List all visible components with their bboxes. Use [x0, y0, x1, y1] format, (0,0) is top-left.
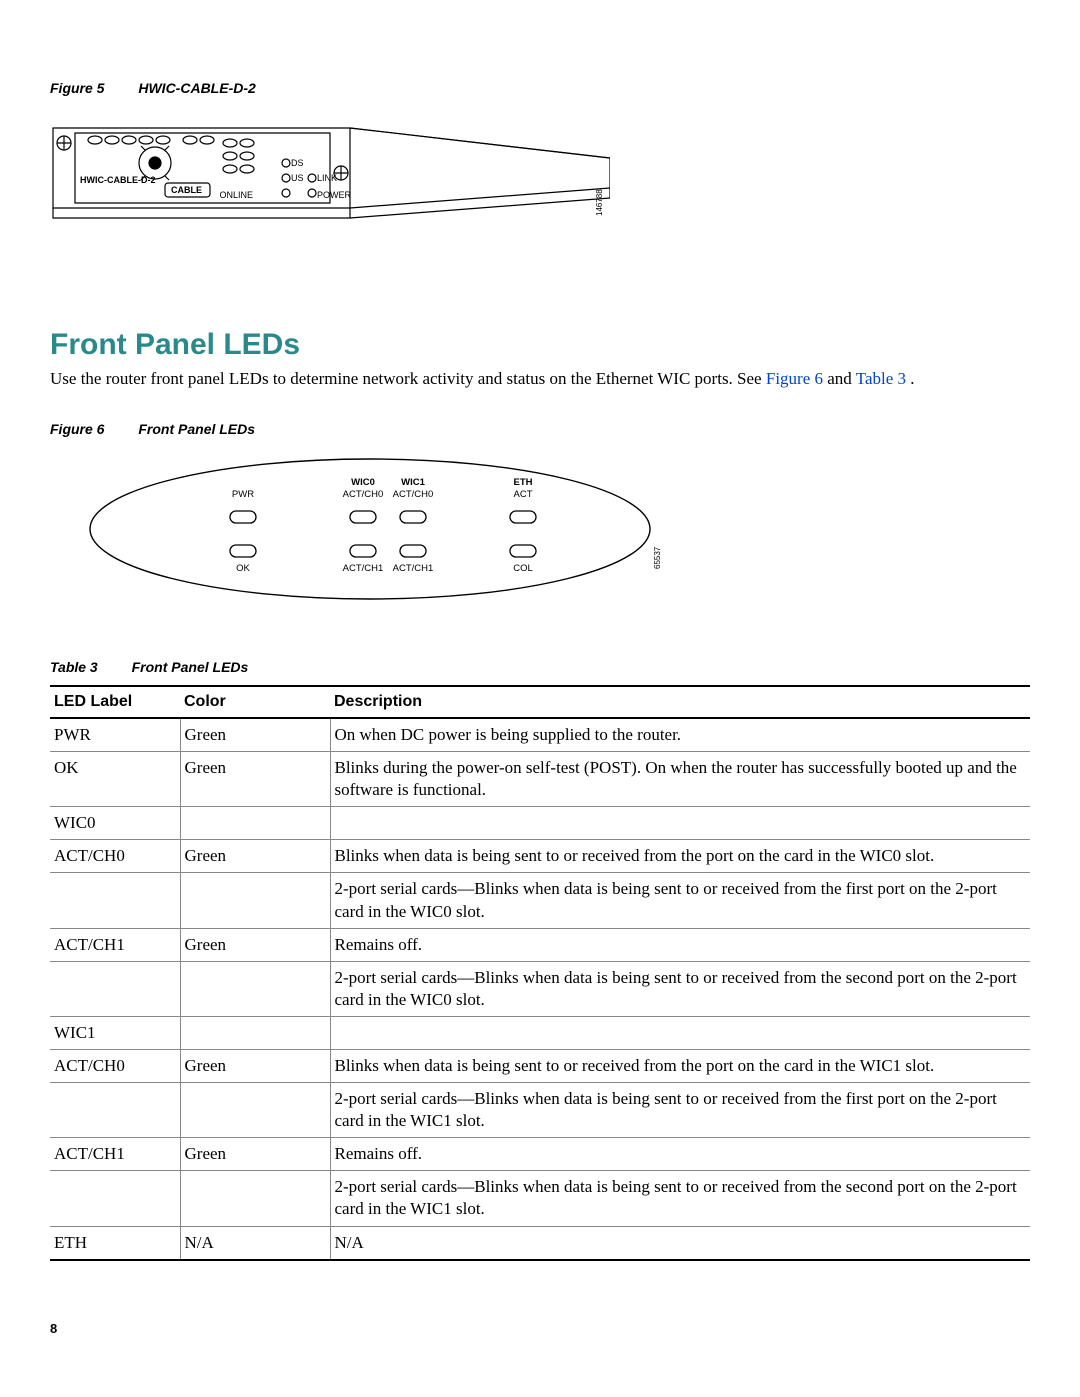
td-led-label — [50, 1171, 180, 1226]
table-row: OKGreenBlinks during the power-on self-t… — [50, 752, 1030, 807]
td-led-label: WIC0 — [50, 807, 180, 840]
td-desc: On when DC power is being supplied to th… — [330, 718, 1030, 752]
fig6-act: ACT — [514, 489, 533, 500]
led-table: LED Label Color Description PWRGreenOn w… — [50, 685, 1030, 1261]
td-color: Green — [180, 1138, 330, 1171]
fig5-card-label: HWIC-CABLE-D-2 — [80, 175, 156, 185]
fig6-actch1a: ACT/CH1 — [343, 563, 384, 574]
td-led-label: PWR — [50, 718, 180, 752]
table-row: ACT/CH0GreenBlinks when data is being se… — [50, 840, 1030, 873]
fig6-actch1b: ACT/CH1 — [393, 563, 434, 574]
fig5-link: LINK — [317, 173, 337, 183]
fig6-col: COL — [513, 563, 533, 574]
fig6-eth: ETH — [514, 477, 533, 488]
intro-link-table3[interactable]: Table 3 — [856, 369, 906, 388]
td-desc: Remains off. — [330, 1138, 1030, 1171]
td-desc: N/A — [330, 1226, 1030, 1260]
section-intro: Use the router front panel LEDs to deter… — [50, 368, 1030, 391]
table-3-label: Table 3 — [50, 659, 98, 675]
figure-6-caption: Figure 6 Front Panel LEDs — [50, 421, 1030, 437]
td-led-label — [50, 873, 180, 928]
fig5-partno: 146788 — [595, 189, 604, 216]
fig5-ds: DS — [291, 158, 304, 168]
table-header-row: LED Label Color Description — [50, 686, 1030, 718]
intro-link-figure6[interactable]: Figure 6 — [766, 369, 823, 388]
table-row: WIC1 — [50, 1016, 1030, 1049]
td-color — [180, 1171, 330, 1226]
table-row: ACT/CH1GreenRemains off. — [50, 928, 1030, 961]
figure-6-label: Figure 6 — [50, 421, 104, 437]
table-3-caption: Table 3 Front Panel LEDs — [50, 659, 1030, 675]
th-color: Color — [180, 686, 330, 718]
table-row: ACT/CH0GreenBlinks when data is being se… — [50, 1049, 1030, 1082]
fig6-wic0: WIC0 — [351, 477, 375, 488]
td-led-label: ACT/CH0 — [50, 1049, 180, 1082]
section-heading: Front Panel LEDs — [50, 328, 1030, 362]
fig5-cable-label: CABLE — [171, 185, 202, 195]
td-led-label: ACT/CH1 — [50, 928, 180, 961]
td-color: Green — [180, 752, 330, 807]
figure-5-caption: Figure 5 HWIC-CABLE-D-2 — [50, 80, 1030, 96]
fig6-wic1: WIC1 — [401, 477, 425, 488]
td-color — [180, 873, 330, 928]
fig5-us: US — [291, 173, 304, 183]
intro-mid: and — [827, 369, 856, 388]
table-row: 2-port serial cards—Blinks when data is … — [50, 1083, 1030, 1138]
td-color — [180, 807, 330, 840]
td-color: N/A — [180, 1226, 330, 1260]
td-desc: 2-port serial cards—Blinks when data is … — [330, 961, 1030, 1016]
td-led-label: ETH — [50, 1226, 180, 1260]
fig5-power: POWER — [317, 190, 352, 200]
figure-5: Figure 5 HWIC-CABLE-D-2 — [50, 80, 1030, 268]
th-led-label: LED Label — [50, 686, 180, 718]
td-desc: 2-port serial cards—Blinks when data is … — [330, 1171, 1030, 1226]
figure-5-svg: HWIC-CABLE-D-2 CABLE DS US LINK ONLINE P… — [50, 108, 610, 268]
fig6-actch0b: ACT/CH0 — [393, 489, 434, 500]
table-row: PWRGreenOn when DC power is being suppli… — [50, 718, 1030, 752]
table-row: WIC0 — [50, 807, 1030, 840]
td-color: Green — [180, 928, 330, 961]
table-row: 2-port serial cards—Blinks when data is … — [50, 873, 1030, 928]
td-desc: Blinks when data is being sent to or rec… — [330, 840, 1030, 873]
table-row: ETHN/AN/A — [50, 1226, 1030, 1260]
figure-6: Figure 6 Front Panel LEDs PWR OK WIC0 WI… — [50, 421, 1030, 619]
td-color — [180, 1016, 330, 1049]
figure-5-title: HWIC-CABLE-D-2 — [138, 80, 255, 96]
page-number: 8 — [50, 1321, 1030, 1336]
table-row: 2-port serial cards—Blinks when data is … — [50, 961, 1030, 1016]
td-desc: 2-port serial cards—Blinks when data is … — [330, 873, 1030, 928]
intro-suffix: . — [910, 369, 914, 388]
td-color — [180, 961, 330, 1016]
td-led-label: WIC1 — [50, 1016, 180, 1049]
td-color: Green — [180, 840, 330, 873]
td-desc: Blinks during the power-on self-test (PO… — [330, 752, 1030, 807]
td-desc — [330, 1016, 1030, 1049]
td-led-label: ACT/CH0 — [50, 840, 180, 873]
table-row: ACT/CH1GreenRemains off. — [50, 1138, 1030, 1171]
td-led-label: OK — [50, 752, 180, 807]
figure-6-svg: PWR OK WIC0 WIC1 ACT/CH0 ACT/CH0 ACT/CH1… — [80, 449, 690, 619]
table-row: 2-port serial cards—Blinks when data is … — [50, 1171, 1030, 1226]
figure-5-label: Figure 5 — [50, 80, 104, 96]
td-led-label — [50, 961, 180, 1016]
td-color — [180, 1083, 330, 1138]
td-desc: Blinks when data is being sent to or rec… — [330, 1049, 1030, 1082]
fig6-actch0a: ACT/CH0 — [343, 489, 384, 500]
fig6-partno: 65537 — [653, 546, 662, 569]
table-3-title: Front Panel LEDs — [132, 659, 249, 675]
figure-6-title: Front Panel LEDs — [138, 421, 255, 437]
td-led-label: ACT/CH1 — [50, 1138, 180, 1171]
fig5-online: ONLINE — [219, 190, 253, 200]
td-color: Green — [180, 1049, 330, 1082]
intro-prefix: Use the router front panel LEDs to deter… — [50, 369, 766, 388]
td-desc: Remains off. — [330, 928, 1030, 961]
td-color: Green — [180, 718, 330, 752]
th-desc: Description — [330, 686, 1030, 718]
td-desc — [330, 807, 1030, 840]
fig6-pwr: PWR — [232, 489, 254, 500]
td-desc: 2-port serial cards—Blinks when data is … — [330, 1083, 1030, 1138]
fig6-ok: OK — [236, 563, 250, 574]
td-led-label — [50, 1083, 180, 1138]
